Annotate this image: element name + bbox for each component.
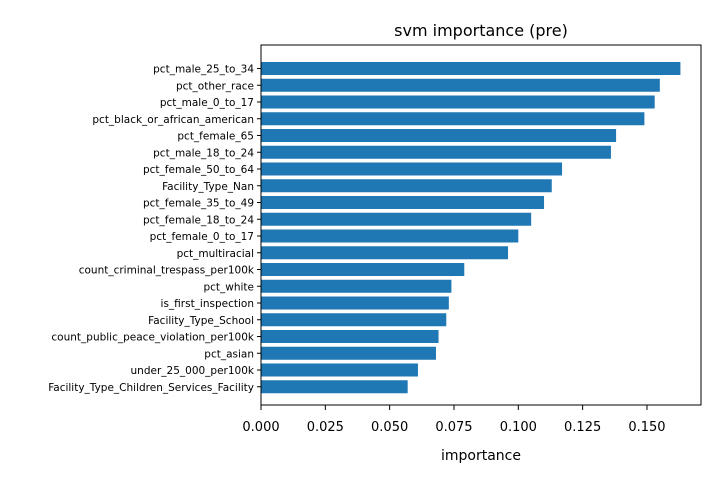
x-tick-label: 0.150: [628, 420, 665, 435]
category-label: pct_other_race: [176, 80, 254, 92]
bar-6: [261, 162, 563, 176]
bar-14: [261, 296, 449, 310]
bar-10: [261, 229, 519, 243]
bars-group: [261, 62, 681, 394]
bar-2: [261, 95, 655, 109]
bar-12: [261, 263, 465, 276]
x-tick-label: 0.025: [307, 420, 344, 435]
bar-11: [261, 246, 509, 260]
x-axis-label: importance: [441, 448, 521, 464]
category-label: count_criminal_trespass_per100k: [79, 265, 255, 277]
bar-1: [261, 78, 660, 92]
category-label: Facility_Type_Nan: [162, 181, 254, 193]
category-label: pct_male_18_to_24: [153, 147, 254, 159]
bar-8: [261, 196, 545, 209]
bar-18: [261, 363, 418, 377]
chart-title: svm importance (pre): [394, 21, 568, 40]
bar-9: [261, 212, 532, 226]
category-label: Facility_Type_School: [148, 315, 254, 327]
category-label: pct_female_35_to_49: [143, 198, 254, 210]
bar-13: [261, 279, 452, 293]
x-tick-label: 0.050: [371, 420, 408, 435]
category-label: pct_black_or_african_american: [92, 114, 254, 126]
bar-17: [261, 346, 436, 360]
category-label: pct_female_0_to_17: [150, 231, 254, 243]
x-ticks-group: 0.000 0.025 0.050 0.075 0.100 0.125 0.150: [242, 405, 666, 435]
bar-0: [261, 62, 681, 75]
category-label: pct_female_50_to_64: [143, 164, 254, 176]
category-label: Facility_Type_Children_Services_Facility: [48, 382, 254, 394]
x-tick-label: 0.125: [564, 420, 601, 435]
category-label: pct_white: [203, 281, 254, 293]
category-label: pct_male_25_to_34: [153, 64, 254, 76]
category-label: is_first_inspection: [161, 298, 254, 310]
bar-15: [261, 313, 447, 327]
bar-3: [261, 112, 645, 126]
x-tick-label: 0.100: [500, 420, 537, 435]
category-label: under_25_000_per100k: [131, 365, 255, 377]
category-label: pct_female_18_to_24: [143, 214, 254, 226]
category-label: pct_male_0_to_17: [160, 97, 254, 109]
bar-16: [261, 330, 439, 343]
bar-5: [261, 145, 611, 159]
bar-7: [261, 179, 552, 193]
x-tick-label: 0.075: [435, 420, 472, 435]
category-label: pct_multiracial: [177, 248, 254, 260]
x-tick-label: 0.000: [242, 420, 279, 435]
category-label: pct_asian: [204, 348, 254, 360]
category-labels-group: pct_male_25_to_34 pct_other_race pct_male_…: [48, 64, 261, 394]
category-label: count_public_peace_violation_per100k: [51, 332, 255, 344]
category-label: pct_female_65: [177, 131, 254, 143]
bar-4: [261, 129, 617, 142]
bar-19: [261, 380, 408, 394]
plot-frame: [260, 44, 702, 406]
